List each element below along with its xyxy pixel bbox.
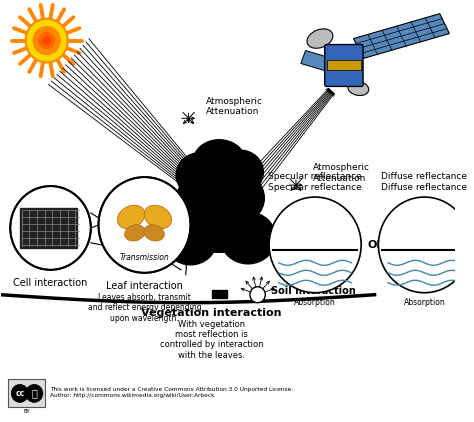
Bar xyxy=(20,208,77,248)
Ellipse shape xyxy=(209,172,264,224)
Ellipse shape xyxy=(307,29,333,48)
Circle shape xyxy=(33,27,60,54)
Text: Absorption: Absorption xyxy=(294,298,336,307)
Ellipse shape xyxy=(125,225,146,241)
Text: cc: cc xyxy=(15,389,25,398)
Text: Specular reflectance: Specular reflectance xyxy=(268,183,362,192)
Circle shape xyxy=(43,37,51,45)
Circle shape xyxy=(269,197,361,293)
Text: Atmospheric
Attenuation: Atmospheric Attenuation xyxy=(313,163,370,183)
Circle shape xyxy=(11,384,28,402)
Circle shape xyxy=(250,287,265,303)
Bar xyxy=(211,290,227,298)
Circle shape xyxy=(10,186,91,270)
Ellipse shape xyxy=(164,215,217,265)
Polygon shape xyxy=(301,51,339,73)
Ellipse shape xyxy=(193,140,246,184)
Circle shape xyxy=(26,19,68,62)
Text: Absorption: Absorption xyxy=(403,298,445,307)
Text: BY: BY xyxy=(23,409,30,414)
Text: Atmospheric
Attenuation: Atmospheric Attenuation xyxy=(206,97,263,116)
Ellipse shape xyxy=(176,153,224,197)
Circle shape xyxy=(99,177,191,273)
Text: ⓘ: ⓘ xyxy=(31,388,37,398)
Text: Specular reflectance: Specular reflectance xyxy=(268,172,362,181)
Ellipse shape xyxy=(348,81,369,95)
Ellipse shape xyxy=(176,173,234,227)
Text: This work is licensed under a Creative Commons Attribution 3.0 Unported License.: This work is licensed under a Creative C… xyxy=(50,387,293,398)
Ellipse shape xyxy=(218,150,264,194)
FancyBboxPatch shape xyxy=(325,45,363,87)
Ellipse shape xyxy=(186,153,253,208)
Polygon shape xyxy=(354,14,449,59)
Text: Vegetation interaction: Vegetation interaction xyxy=(141,308,282,318)
Text: OR: OR xyxy=(367,240,385,250)
Ellipse shape xyxy=(220,212,276,264)
Bar xyxy=(327,60,361,70)
Circle shape xyxy=(378,197,470,293)
Ellipse shape xyxy=(144,225,164,241)
Bar xyxy=(9,379,45,407)
Text: Transmission: Transmission xyxy=(119,253,169,262)
Text: Leaf interaction: Leaf interaction xyxy=(106,281,183,291)
Text: Diffuse reflectance: Diffuse reflectance xyxy=(382,172,467,181)
Text: Diffuse reflectance: Diffuse reflectance xyxy=(382,183,467,192)
Ellipse shape xyxy=(117,205,145,229)
Text: With vegetation
most reflection is
controlled by interaction
with the leaves.: With vegetation most reflection is contr… xyxy=(160,319,264,360)
Text: Leaves absorb, transmit
and reflect energy depending
upon wavelength.: Leaves absorb, transmit and reflect ener… xyxy=(88,293,201,322)
Ellipse shape xyxy=(144,205,172,229)
Text: Cell interaction: Cell interaction xyxy=(13,278,88,288)
Ellipse shape xyxy=(179,187,260,252)
Circle shape xyxy=(26,384,43,402)
Text: Soil interaction: Soil interaction xyxy=(271,286,356,296)
Circle shape xyxy=(39,32,55,49)
